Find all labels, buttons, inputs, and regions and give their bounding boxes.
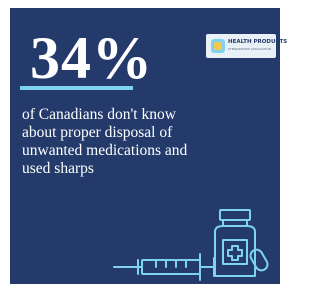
page: 34% of Canadians don't know about proper…: [0, 0, 288, 291]
illustration: [10, 8, 280, 284]
card: 34% of Canadians don't know about proper…: [10, 8, 280, 284]
